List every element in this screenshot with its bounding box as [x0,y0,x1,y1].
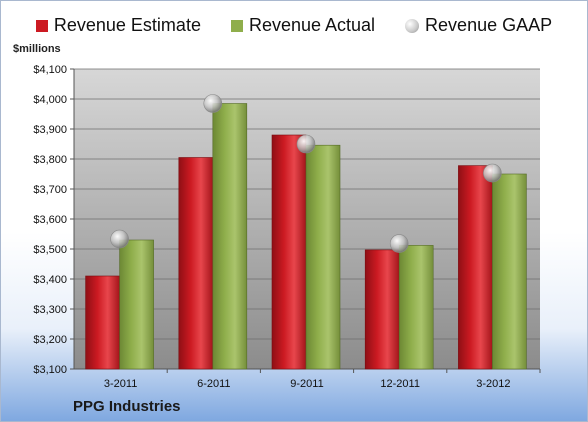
y-axis-units-label: $millions [13,43,61,55]
y-tick-label: $3,300 [33,304,67,316]
point-revenue-gaap [389,234,409,253]
y-tick-label: $3,400 [33,274,67,286]
legend-label-gaap: Revenue GAAP [425,15,553,35]
y-tick-label: $3,900 [33,124,67,136]
bar-revenue-estimate [85,275,120,370]
company-name: PPG Industries [73,398,181,415]
x-tick-label: 12-2011 [380,378,420,390]
bar-revenue-actual [398,245,434,370]
x-tick-label: 9-2011 [290,378,323,390]
x-tick-label: 3-2011 [104,378,137,390]
legend-item-actual: Revenue Actual [230,15,376,36]
bar-revenue-estimate [458,165,493,370]
x-tick-label: 6-2011 [197,378,230,390]
y-tick-label: $3,200 [33,334,67,346]
y-tick-label: $3,800 [33,154,67,166]
y-tick-label: $3,100 [33,364,67,376]
y-tick-label: $4,100 [33,64,67,76]
legend: Revenue Estimate Revenue Actual Revenue … [1,15,587,36]
bar-revenue-actual [492,173,527,370]
y-tick-label: $3,700 [33,184,67,196]
y-tick-label: $3,500 [33,244,67,256]
bar-revenue-actual [305,144,341,370]
legend-swatch-gaap [405,18,420,33]
bar-revenue-estimate [364,249,400,370]
legend-swatch-estimate [35,19,48,32]
y-tick-label: $3,600 [33,214,67,226]
legend-label-actual: Revenue Actual [248,15,376,35]
bar-revenue-actual [212,103,248,370]
y-tick-label: $4,000 [33,94,67,106]
legend-item-estimate: Revenue Estimate [35,15,201,36]
point-revenue-gaap [483,163,502,183]
legend-item-gaap: Revenue GAAP [405,15,552,36]
legend-label-estimate: Revenue Estimate [53,15,201,35]
point-revenue-gaap [110,229,129,249]
bar-revenue-actual [119,239,154,370]
bar-revenue-estimate [178,157,214,370]
x-tick-label: 3-2012 [476,378,510,390]
legend-swatch-actual [230,19,243,32]
point-revenue-gaap [203,94,223,113]
point-revenue-gaap [296,134,316,154]
bar-revenue-estimate [271,134,307,370]
